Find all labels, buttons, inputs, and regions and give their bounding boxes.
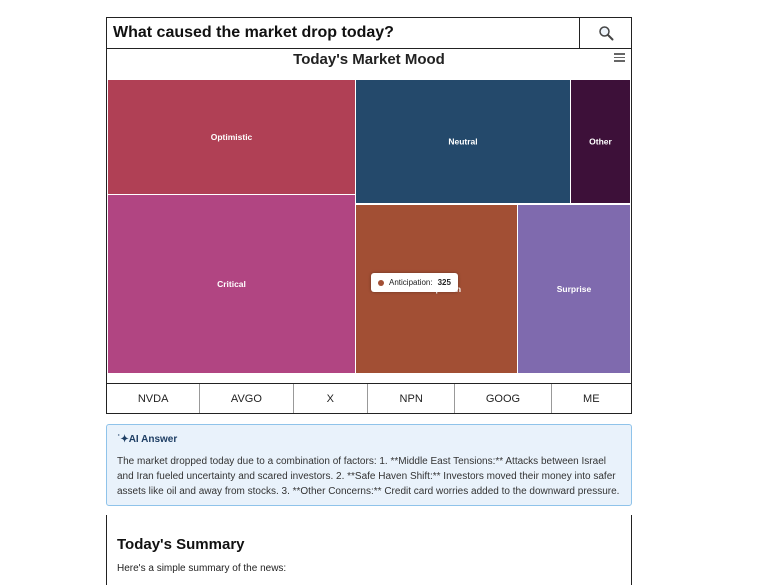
treemap-label-critical: Critical — [217, 279, 246, 289]
ticker-bar: NVDA AVGO X NPN GOOG ME — [106, 383, 632, 414]
ticker-goog[interactable]: GOOG — [455, 384, 552, 413]
ai-answer-title: ˙✦AI Answer — [117, 434, 178, 445]
search-bar[interactable]: What caused the market drop today? — [106, 17, 632, 49]
summary-section: Today's Summary Here's a simple summary … — [106, 515, 632, 585]
treemap-label-surprise: Surprise — [557, 284, 592, 294]
search-input[interactable]: What caused the market drop today? — [113, 24, 394, 41]
ticker-avgo[interactable]: AVGO — [200, 384, 294, 413]
chart-tooltip: Anticipation: 325 — [371, 273, 458, 292]
ai-answer-text: The market dropped today due to a combin… — [117, 456, 620, 497]
search-button[interactable] — [579, 18, 631, 48]
magnifier-icon — [598, 26, 613, 41]
treemap-tile-surprise[interactable] — [518, 205, 630, 373]
treemap-tile-critical[interactable] — [108, 195, 355, 373]
treemap-tile-neutral[interactable] — [356, 80, 570, 203]
tooltip-label: Anticipation: — [389, 278, 433, 287]
summary-title: Today's Summary — [117, 536, 245, 553]
ticker-me[interactable]: ME — [583, 392, 600, 405]
hamburger-menu-icon[interactable] — [614, 51, 625, 64]
treemap-tile-other[interactable] — [571, 80, 630, 203]
treemap-label-optimistic: Optimistic — [211, 132, 253, 142]
treemap-svg: Optimistic Neutral Other Critical Anticipati… — [108, 80, 630, 373]
ticker-npn[interactable]: NPN — [368, 384, 456, 413]
summary-text: Here's a simple summary of the news: — [117, 563, 287, 574]
tooltip-color-dot — [378, 279, 384, 286]
chart-title: Today's Market Mood — [293, 51, 445, 68]
treemap-label-neutral: Neutral — [448, 137, 477, 147]
treemap-label-other: Other — [589, 137, 612, 147]
ai-answer-box: ˙✦AI Answer The market dropped today due… — [106, 424, 632, 506]
ticker-x[interactable]: X — [294, 384, 368, 413]
treemap-chart: Optimistic Neutral Other Critical Anticipati… — [106, 48, 632, 384]
tooltip-value: 325 — [437, 278, 451, 287]
treemap-tile-optimistic[interactable] — [108, 80, 355, 194]
ticker-nvda[interactable]: NVDA — [107, 384, 201, 413]
